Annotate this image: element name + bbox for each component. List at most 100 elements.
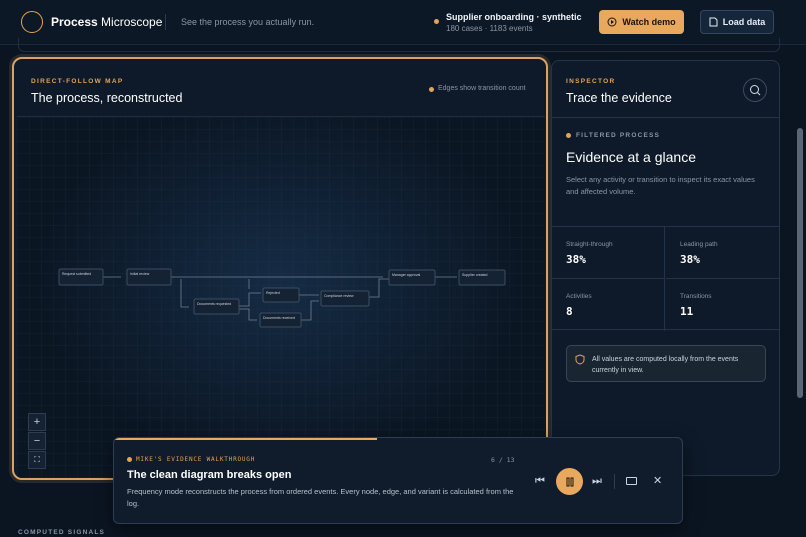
node: Documents received — [259, 312, 302, 328]
legend-dot — [429, 87, 434, 92]
inspector-tag: FILTERED PROCESS — [576, 132, 661, 139]
stat-cell: Straight-through 38% — [552, 227, 665, 279]
scrollbar[interactable] — [797, 128, 803, 398]
pause-icon — [566, 477, 573, 486]
walk-eyebrow: MIKE'S EVIDENCE WALKTHROUGH — [136, 456, 256, 463]
stat-label: Activities — [566, 293, 592, 300]
zoom-out[interactable]: − — [28, 432, 46, 450]
brand: Process Microscope — [51, 15, 162, 29]
edge — [369, 278, 389, 298]
next-button[interactable]: ⏭ — [592, 475, 602, 487]
walk-dot — [127, 457, 132, 462]
map-legend: Edges show transition count — [438, 85, 526, 92]
map-eyebrow: DIRECT-FOLLOW MAP — [31, 78, 124, 85]
note: All values are computed locally from the… — [566, 345, 766, 382]
brand-bold: Process — [51, 15, 98, 29]
node-label: Documents requested — [197, 302, 231, 306]
inspector-title: Trace the evidence — [566, 91, 672, 105]
watch-demo-button[interactable]: Watch demo — [599, 10, 684, 34]
node-box — [58, 268, 104, 286]
dataset-meta: 180 cases · 1183 events — [446, 24, 533, 33]
play-icon — [607, 17, 617, 27]
shield-icon — [575, 354, 585, 365]
inspector-description: Select any activity or transition to ins… — [566, 175, 755, 196]
edges — [103, 276, 457, 321]
search-icon — [750, 85, 761, 96]
map-title: The process, reconstructed — [31, 91, 183, 105]
watch-demo-label: Watch demo — [622, 17, 676, 27]
node-box — [259, 312, 302, 328]
inspector-panel: INSPECTOR Trace the evidence FILTERED PR… — [551, 60, 780, 476]
node-label: Documents received — [263, 316, 295, 320]
logo — [21, 11, 43, 33]
node-box — [320, 290, 370, 307]
edge — [239, 308, 257, 321]
node-label: Manager approval — [392, 273, 420, 277]
nodes: Request submitted Initial review Documents… — [58, 268, 506, 328]
walk-title: The clean diagram breaks open — [127, 469, 292, 481]
walk-step: 6 / 13 — [491, 456, 515, 464]
edge — [301, 300, 319, 321]
stat-cell: Leading path 38% — [666, 227, 779, 279]
node: Documents requested — [193, 298, 240, 315]
walkthrough: MIKE'S EVIDENCE WALKTHROUGH 6 / 13 The c… — [113, 437, 683, 524]
node: Initial review — [126, 268, 172, 286]
tagline: See the process you actually run. — [181, 17, 315, 27]
note-text: All values are computed locally from the… — [592, 356, 739, 374]
status-dot — [434, 19, 439, 24]
captions-button[interactable] — [626, 477, 637, 485]
previous-button[interactable]: ⏮ — [535, 475, 545, 487]
node-label: Supplier created — [462, 273, 488, 277]
stat-value: 38% — [566, 253, 586, 266]
node: Rejected — [262, 287, 300, 303]
fit-view[interactable]: ⛶ — [28, 451, 46, 469]
walk-description: Frequency mode reconstructs the process … — [127, 487, 514, 508]
brand-rest: Microscope — [101, 15, 163, 29]
zoom-in[interactable]: + — [28, 413, 46, 431]
stat-cell: Transitions 11 — [666, 279, 779, 331]
node: Manager approval — [388, 269, 436, 286]
map-canvas[interactable]: Request submitted Initial review Documents… — [17, 116, 545, 478]
stat-value: 11 — [680, 305, 694, 318]
dataset-name: Supplier onboarding · synthetic — [446, 12, 582, 22]
node-label: Request submitted — [62, 272, 91, 276]
node-box — [388, 269, 436, 286]
edge — [180, 279, 189, 308]
stat-value: 8 — [566, 305, 573, 318]
stats-grid: Straight-through 38% Leading path 38% Activi… — [552, 226, 779, 331]
process-graph: Request submitted Initial review Documents… — [58, 268, 506, 328]
file-icon — [709, 17, 718, 27]
node-box — [193, 298, 240, 315]
map-panel: DIRECT-FOLLOW MAP The process, reconstru… — [12, 57, 548, 480]
node-box — [126, 268, 172, 286]
separator — [552, 117, 779, 118]
stat-value: 38% — [680, 253, 700, 266]
pause-button[interactable] — [556, 468, 583, 495]
load-data-button[interactable]: Load data — [700, 10, 774, 34]
divider — [165, 14, 166, 30]
close-button[interactable]: ✕ — [653, 475, 663, 487]
node-label: Rejected — [266, 291, 280, 295]
stat-label: Straight-through — [566, 241, 613, 248]
stat-label: Transitions — [680, 293, 712, 300]
node: Supplier created — [458, 269, 506, 286]
node-label: Initial review — [130, 272, 150, 276]
load-data-label: Load data — [722, 17, 766, 27]
progress-bar — [114, 438, 377, 440]
search-button[interactable] — [743, 78, 767, 102]
node-box — [262, 287, 300, 303]
header: Process Microscope See the process you a… — [0, 0, 806, 45]
control-divider — [614, 474, 615, 489]
node-box — [458, 269, 506, 286]
stat-label: Leading path — [680, 241, 718, 248]
section-label: COMPUTED SIGNALS — [18, 529, 106, 536]
edge — [239, 292, 261, 307]
node: Request submitted — [58, 268, 104, 286]
inspector-heading: Evidence at a glance — [566, 149, 696, 165]
node: Compliance review — [320, 290, 370, 307]
stat-cell: Activities 8 — [552, 279, 665, 331]
tag-dot — [566, 133, 571, 138]
toolbar-strip — [18, 38, 780, 52]
inspector-eyebrow: INSPECTOR — [566, 78, 616, 85]
